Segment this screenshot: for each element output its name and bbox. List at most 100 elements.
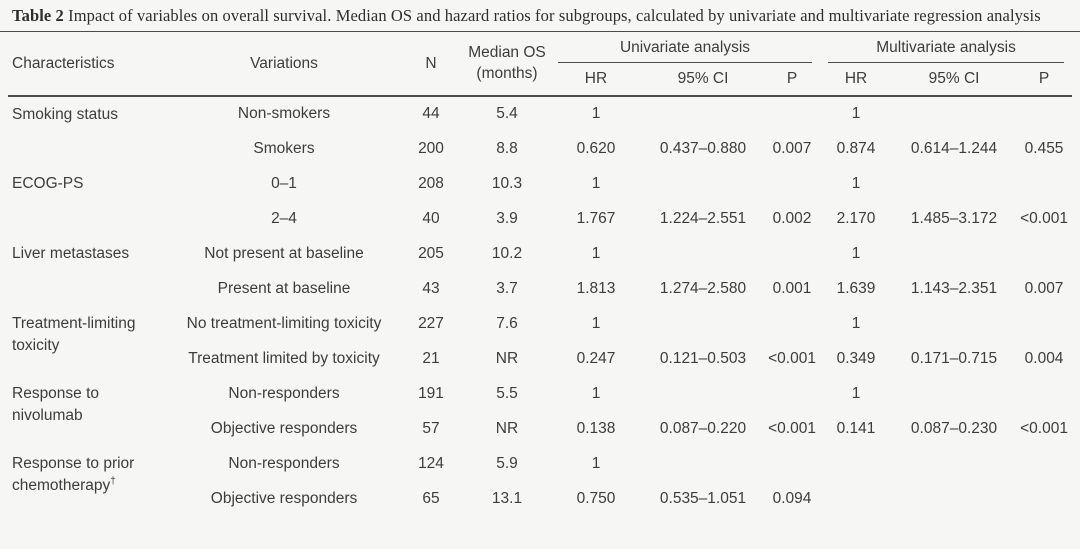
cell-uni-p [764,446,820,481]
cell-uni-hr: 1 [591,105,601,122]
cell-median-os: 7.6 [496,314,518,332]
characteristic-text: Treatment-limiting toxicity [12,315,136,355]
cell-multi-p [1016,376,1072,411]
cell-uni-p [764,166,820,201]
cell-n: 205 [418,244,444,262]
cell-n: 57 [422,419,440,437]
cell-variation: Objective responders [210,419,358,437]
cell-uni-ci [642,166,764,201]
cell-multi-ci [892,376,1016,411]
cell-uni-hr: 1 [591,244,601,262]
cell-uni-hr: 0.247 [576,349,616,367]
col-header-uni-p: P [764,63,821,97]
table-row: Liver metastases Not present at baseline… [8,236,1072,271]
cell-multi-p: 0.455 [1024,139,1064,157]
cell-median-os: 13.1 [491,489,523,507]
cell-uni-ci: 1.224–2.551 [659,209,747,227]
cell-multi-hr: 1 [851,105,861,122]
characteristic-footnote-marker: † [110,476,116,488]
cell-uni-ci: 0.535–1.051 [659,489,747,507]
cell-uni-p [764,306,820,341]
cell-variation: Objective responders [210,489,358,507]
cell-median-os: 3.9 [496,209,518,227]
cell-characteristic: Treatment-limiting toxicity [8,306,170,376]
cell-characteristic: ECOG-PS [8,166,170,236]
cell-variation: 2–4 [271,209,297,227]
cell-uni-p [764,96,820,131]
cell-uni-ci: 0.087–0.220 [659,419,747,437]
table-row: 2–4 40 3.9 1.767 1.224–2.551 0.002 2.170… [8,201,1072,236]
table-caption-text: Impact of variables on overall survival.… [68,6,1041,25]
cell-uni-ci [642,376,764,411]
cell-multi-hr [820,446,892,481]
cell-variation: Non-responders [228,454,340,472]
table-row: Response to nivolumab Non-responders 191… [8,376,1072,425]
col-header-uni-hr: HR [550,63,642,97]
cell-variation: Present at baseline [217,279,351,297]
cell-uni-hr: 0.138 [576,419,616,437]
cell-uni-hr: 1.767 [576,209,616,227]
cell-uni-ci: 0.437–0.880 [659,139,747,157]
cell-variation: Treatment limited by toxicity [188,349,380,367]
group-header-multivariate: Multivariate analysis [820,32,1072,63]
table-row: Objective responders 65 13.1 0.750 0.535… [8,481,1072,516]
cell-n: 40 [422,209,440,227]
group-header-univariate: Univariate analysis [550,32,820,63]
characteristic-text: ECOG-PS [12,175,84,192]
cell-multi-ci: 1.143–2.351 [910,279,998,297]
cell-variation: Not present at baseline [204,244,364,262]
col-header-variations: Variations [170,32,398,97]
cell-uni-hr: 0.620 [576,139,616,157]
cell-multi-ci [892,236,1016,271]
cell-uni-p: 0.001 [772,279,812,297]
cell-variation: Non-smokers [237,105,331,122]
cell-variation: Non-responders [228,384,340,402]
table-caption-label: Table 2 [12,6,64,25]
cell-uni-hr: 1 [591,454,601,472]
cell-multi-hr: 1 [851,244,861,262]
cell-variation: No treatment-limiting toxicity [186,314,382,332]
cell-multi-ci: 0.087–0.230 [910,419,998,437]
table-row: Objective responders 57 NR 0.138 0.087–0… [8,411,1072,446]
cell-uni-hr: 0.750 [576,489,616,507]
cell-uni-ci: 1.274–2.580 [659,279,747,297]
cell-uni-ci [642,96,764,131]
header-row-1: Characteristics Variations N Median OS (… [8,32,1072,97]
col-header-multi-hr: HR [820,63,893,97]
cell-n: 43 [422,279,440,297]
cell-uni-ci: 0.121–0.503 [659,349,747,367]
cell-uni-ci [642,236,764,271]
table-row: Treatment-limiting toxicity No treatment… [8,306,1072,355]
cell-n: 200 [418,139,444,157]
cell-uni-p [764,376,820,411]
cell-median-os: NR [495,419,519,437]
cell-multi-p [1016,446,1072,481]
cell-multi-ci [892,481,1016,516]
cell-multi-ci: 0.614–1.244 [910,139,998,157]
survival-table: Characteristics Variations N Median OS (… [8,32,1073,516]
col-header-uni-ci: 95% CI [642,63,764,97]
cell-n: 65 [422,489,440,507]
characteristic-text: Response to prior chemotherapy [12,455,135,495]
cell-n: 227 [418,314,444,332]
cell-multi-ci [892,446,1016,481]
cell-multi-p: <0.001 [1020,209,1068,227]
cell-median-os: 8.8 [496,139,518,157]
cell-multi-hr: 2.170 [836,209,876,227]
cell-n: 191 [418,384,444,402]
cell-variation: 0–1 [271,174,297,192]
cell-multi-ci: 0.171–0.715 [910,349,998,367]
cell-uni-hr: 1.813 [576,279,616,297]
cell-multi-hr: 0.141 [836,419,876,437]
table-row: Response to prior chemotherapy† Non-resp… [8,446,1072,495]
table-caption: Table 2 Impact of variables on overall s… [0,0,1080,27]
cell-n: 44 [422,105,440,122]
cell-uni-p: 0.094 [772,489,812,507]
cell-multi-p [1016,481,1072,516]
cell-multi-hr: 0.874 [836,139,876,157]
cell-multi-hr [820,481,892,516]
cell-uni-hr: 1 [591,384,601,402]
table-row: Treatment limited by toxicity 21 NR 0.24… [8,341,1072,376]
cell-multi-ci [892,96,1016,131]
